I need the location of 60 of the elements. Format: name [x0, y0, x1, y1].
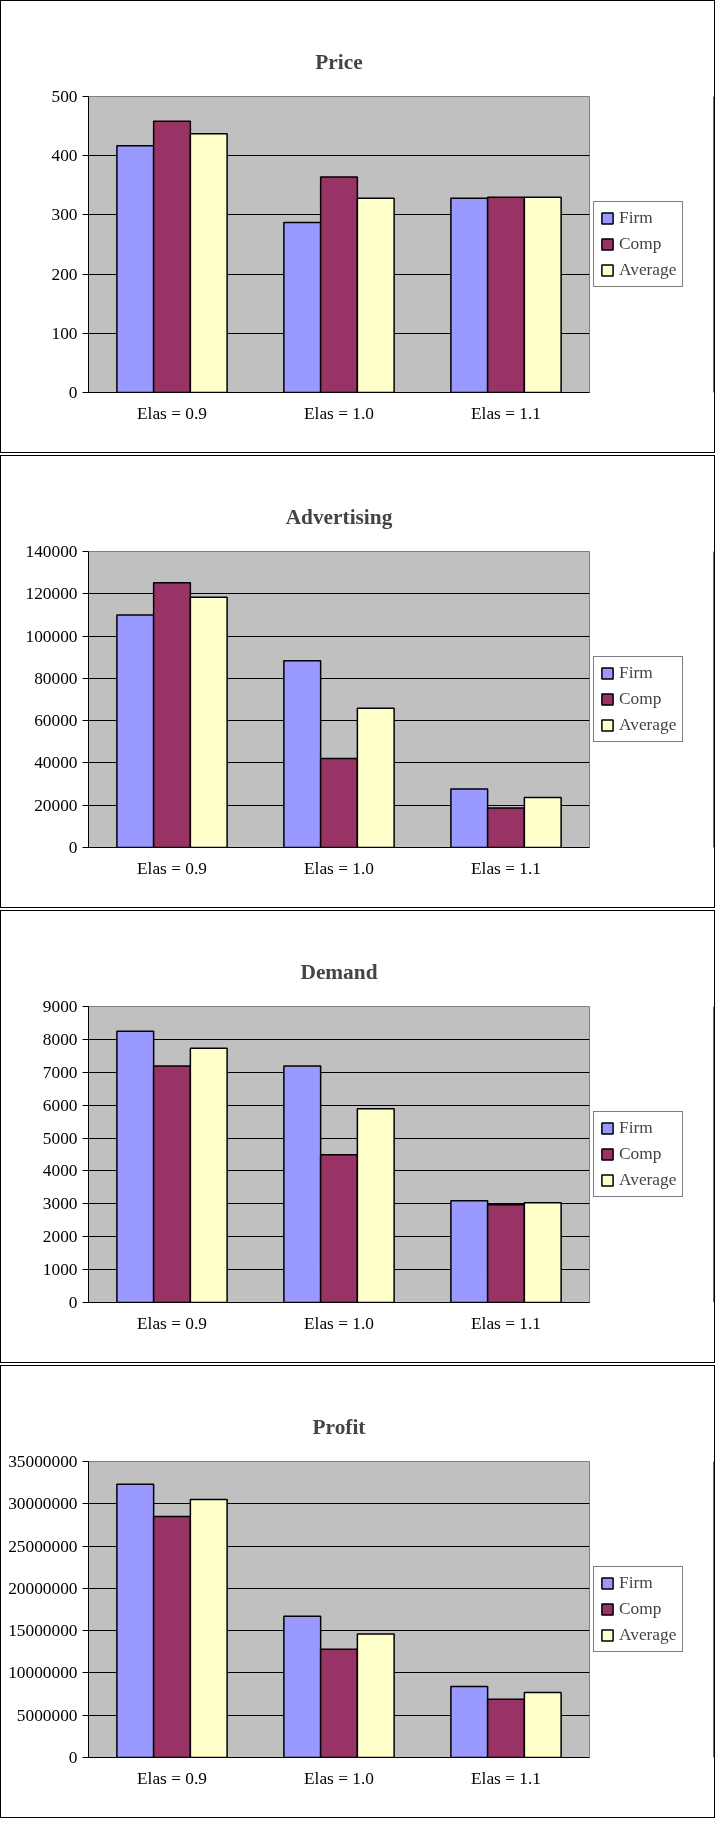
y-tick-label: 40000 — [34, 753, 78, 773]
x-tick-label: Elas = 1.0 — [304, 1768, 374, 1788]
y-tick-label: 0 — [68, 1748, 78, 1767]
y-tick-label: 400 — [51, 146, 78, 166]
x-tick-label: Elas = 0.9 — [137, 1313, 207, 1333]
y-tick-label: 20000000 — [8, 1578, 78, 1598]
legend-label: Firm — [619, 663, 653, 683]
x-tick-label: Elas = 1.1 — [471, 403, 541, 423]
legend-label: Comp — [619, 1599, 662, 1619]
legend-label: Average — [619, 715, 677, 735]
x-tick-label: Elas = 1.1 — [471, 858, 541, 878]
x-tick-label: Elas = 0.9 — [137, 1768, 207, 1788]
legend-label: Comp — [619, 234, 662, 254]
y-tick-label: 100000 — [25, 626, 78, 646]
y-tick-label: 80000 — [34, 668, 78, 688]
y-tick-label: 35000000 — [8, 1452, 78, 1471]
y-tick-label: 5000 — [42, 1128, 78, 1148]
y-tick-label: 100 — [51, 323, 78, 343]
y-tick-label: 120000 — [25, 584, 78, 604]
y-tick-label: 60000 — [34, 711, 78, 731]
legend-label: Comp — [619, 1144, 662, 1164]
legend-label: Average — [619, 1170, 677, 1190]
y-tick-label: 500 — [51, 87, 78, 106]
chart-title: Advertising — [285, 505, 393, 529]
y-tick-label: 15000000 — [8, 1621, 78, 1641]
y-tick-label: 10000000 — [8, 1663, 78, 1683]
legend-label: Firm — [619, 1118, 653, 1138]
y-tick-label: 30000000 — [8, 1494, 78, 1514]
x-tick-label: Elas = 1.0 — [304, 858, 374, 878]
y-tick-label: 2000 — [42, 1227, 78, 1247]
y-tick-label: 4000 — [42, 1161, 78, 1181]
x-tick-label: Elas = 1.0 — [304, 1313, 374, 1333]
y-tick-label: 140000 — [25, 542, 78, 561]
chart-title: Profit — [312, 1415, 367, 1439]
legend-label: Average — [619, 1625, 677, 1645]
y-tick-label: 5000000 — [16, 1705, 78, 1725]
y-tick-label: 20000 — [34, 795, 78, 815]
y-tick-label: 0 — [68, 1293, 78, 1312]
chart-title: Price — [315, 50, 363, 74]
legend-label: Firm — [619, 1573, 653, 1593]
x-tick-label: Elas = 1.1 — [471, 1313, 541, 1333]
y-tick-label: 300 — [51, 205, 78, 225]
y-tick-label: 9000 — [42, 997, 78, 1016]
x-tick-label: Elas = 1.0 — [304, 403, 374, 423]
y-tick-label: 7000 — [42, 1062, 78, 1082]
x-tick-label: Elas = 0.9 — [137, 858, 207, 878]
y-tick-label: 200 — [51, 264, 78, 284]
y-tick-label: 6000 — [42, 1095, 78, 1115]
x-tick-label: Elas = 1.1 — [471, 1768, 541, 1788]
chart-title: Demand — [300, 960, 378, 984]
y-tick-label: 1000 — [42, 1260, 78, 1280]
legend-label: Comp — [619, 689, 662, 709]
y-tick-label: 0 — [68, 383, 78, 402]
legend-label: Average — [619, 260, 677, 280]
legend-label: Firm — [619, 208, 653, 228]
y-tick-label: 25000000 — [8, 1536, 78, 1556]
y-tick-label: 8000 — [42, 1029, 78, 1049]
y-tick-label: 0 — [68, 838, 78, 857]
y-tick-label: 3000 — [42, 1194, 78, 1214]
x-tick-label: Elas = 0.9 — [137, 403, 207, 423]
